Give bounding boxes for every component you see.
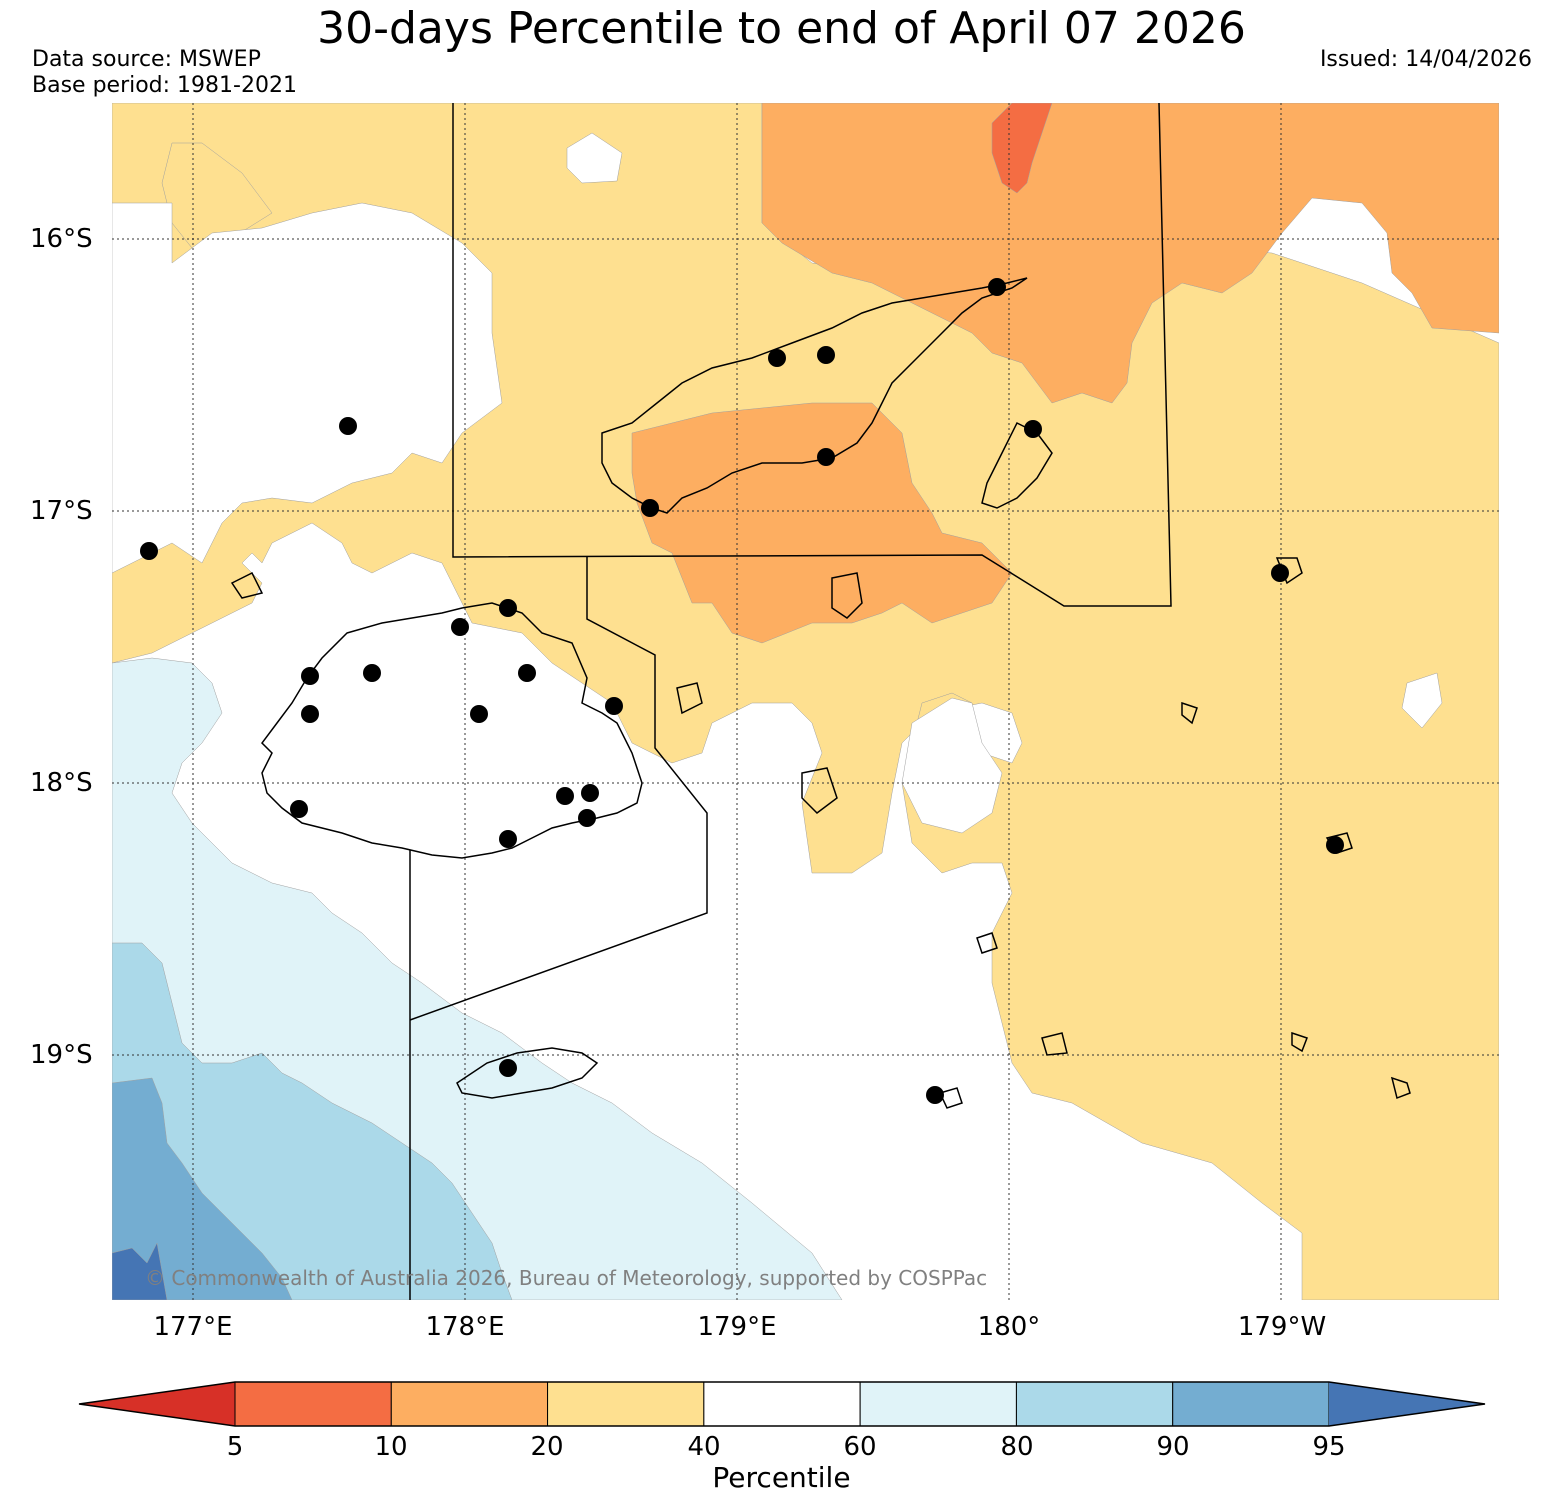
lat-label-16s: 16°S [30, 224, 93, 254]
lon-label-179w: 179°W [1237, 1312, 1327, 1342]
lon-label-180: 180° [977, 1312, 1041, 1342]
percentile-10-20-region [631, 103, 1499, 644]
lon-label-177e: 177°E [153, 1312, 233, 1342]
colorbar-tick-40: 40 [687, 1432, 721, 1462]
colorbar-tick-5: 5 [226, 1432, 244, 1462]
map-title: 30-days Percentile to end of April 07 20… [317, 3, 1246, 54]
map-gridlines [112, 103, 1499, 1300]
colorbar-tick-20: 20 [530, 1432, 564, 1462]
lat-label-17s: 17°S [30, 496, 93, 526]
lat-label-18s: 18°S [30, 768, 93, 798]
colorbar-tick-10: 10 [374, 1432, 408, 1462]
percentile-5-10-region [991, 103, 1053, 194]
lat-label-19s: 19°S [30, 1040, 93, 1070]
coastlines [230, 277, 1411, 1109]
colorbar-tick-95: 95 [1312, 1432, 1346, 1462]
map-panel [112, 103, 1499, 1300]
colorbar-segment-4 [703, 1381, 861, 1427]
colorbar-segment-5 [859, 1381, 1017, 1427]
colorbar-label: Percentile [712, 1461, 851, 1494]
colorbar-segment-3 [547, 1381, 705, 1427]
colorbar-segment-6 [1015, 1381, 1174, 1427]
colorbar-tick-80: 80 [1000, 1432, 1034, 1462]
data-source-label: Data source: MSWEP [32, 47, 261, 72]
colorbar-segment-below-5 [79, 1382, 235, 1426]
percentile-40-60-region [112, 132, 1443, 834]
colorbar-segment-above-95 [1329, 1382, 1485, 1426]
station-markers [140, 278, 1344, 1104]
percentile-above-95-region [112, 1242, 168, 1300]
colorbar-segment-2 [390, 1381, 549, 1427]
colorbar-segment-7 [1172, 1381, 1330, 1427]
map-canvas [112, 103, 1499, 1300]
lon-label-178e: 178°E [425, 1312, 505, 1342]
colorbar-tick-90: 90 [1156, 1432, 1190, 1462]
lon-label-179e: 179°E [697, 1312, 777, 1342]
colorbar-tick-60: 60 [843, 1432, 877, 1462]
province-boundaries [409, 103, 1172, 1300]
colorbar-segment-1 [234, 1381, 392, 1427]
percentile-colorbar [78, 1381, 1486, 1427]
base-period-label: Base period: 1981-2021 [32, 73, 297, 98]
copyright-notice: © Commonwealth of Australia 2026, Bureau… [145, 1266, 988, 1290]
issued-date-label: Issued: 14/04/2026 [1319, 47, 1532, 72]
